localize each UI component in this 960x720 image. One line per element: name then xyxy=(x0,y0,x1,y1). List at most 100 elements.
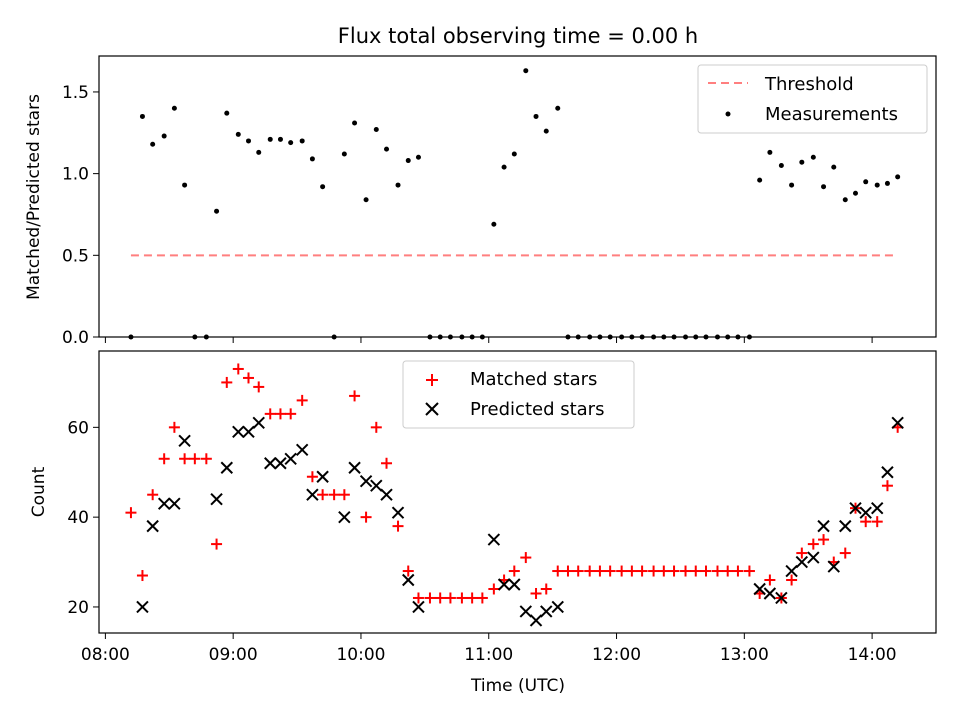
predicted-star-point xyxy=(370,479,383,492)
matched-star-point xyxy=(338,489,350,501)
predicted-star-point xyxy=(795,555,809,569)
matched-star-point xyxy=(456,592,468,604)
measurement-point xyxy=(277,136,283,142)
measurement-point xyxy=(352,120,358,126)
matched-star-point xyxy=(871,516,883,528)
matched-star-point xyxy=(221,376,233,388)
predicted-star-point xyxy=(210,492,223,506)
matched-star-point xyxy=(530,587,542,599)
predicted-star-point xyxy=(508,578,521,591)
matched-star-point xyxy=(158,453,170,465)
matched-star-point xyxy=(807,538,819,550)
ratio-plot-area xyxy=(128,68,901,340)
matched-stars-legend-label: Matched stars xyxy=(470,369,597,390)
matched-star-point xyxy=(604,565,616,577)
measurement-point xyxy=(895,174,901,180)
measurement-point xyxy=(757,177,763,183)
predicted-star-point xyxy=(487,533,501,546)
measurement-point xyxy=(799,159,805,165)
matched-star-point xyxy=(658,565,670,577)
count-x-axis-title: Time (UTC) xyxy=(470,676,565,696)
count-y-axis: 20 40 60 xyxy=(67,418,99,618)
predicted-star-point xyxy=(242,425,255,439)
matched-star-point xyxy=(552,565,564,577)
measurement-point xyxy=(491,221,497,227)
predicted-star-point xyxy=(316,470,329,483)
measurement-point xyxy=(161,133,167,139)
measurement-point xyxy=(863,179,869,185)
measurement-point xyxy=(373,127,379,133)
measurement-point xyxy=(778,162,784,168)
predicted-star-point xyxy=(785,564,798,578)
measurement-point xyxy=(341,151,347,157)
predicted-star-point xyxy=(252,416,265,430)
predicted-star-point xyxy=(359,475,373,488)
ratio-x-axis xyxy=(104,337,873,343)
matched-star-point xyxy=(434,592,446,604)
matched-star-point xyxy=(296,394,308,406)
measurement-point xyxy=(842,197,848,203)
count-plot-area xyxy=(125,363,904,627)
measurement-point xyxy=(810,154,816,160)
predicted-star-point xyxy=(157,497,171,510)
matched-star-point xyxy=(200,453,212,465)
ratio-panel: 0.0 0.5 1.0 1.5 Matched/Predicted stars Thr… xyxy=(24,55,937,348)
measurement-point xyxy=(299,138,305,144)
measurement-point xyxy=(523,68,529,74)
measurement-point xyxy=(256,149,262,155)
count-y-tick-label: 20 xyxy=(67,598,89,618)
matched-star-point xyxy=(648,565,660,577)
count-x-tick-label: 13:00 xyxy=(720,645,769,665)
measurement-point xyxy=(415,154,421,160)
matched-star-point xyxy=(179,453,191,465)
count-x-tick-label: 14:00 xyxy=(848,645,897,665)
measurement-point xyxy=(874,182,880,188)
measurement-point xyxy=(884,180,890,186)
matched-star-point xyxy=(700,565,712,577)
matched-star-point xyxy=(786,574,798,586)
predicted-star-point xyxy=(178,434,191,448)
predicted-star-point xyxy=(264,457,277,470)
matched-star-point xyxy=(508,565,520,577)
matched-star-point xyxy=(818,534,830,546)
ratio-y-axis: 0.0 0.5 1.0 1.5 xyxy=(62,83,99,348)
measurement-point xyxy=(405,158,411,164)
matched-star-point xyxy=(839,547,851,559)
matched-star-point xyxy=(488,583,500,595)
matched-star-point xyxy=(168,421,180,433)
measurement-point xyxy=(533,113,539,119)
predicted-star-point xyxy=(775,591,788,605)
matched-star-point xyxy=(572,565,584,577)
predicted-star-point xyxy=(849,501,862,515)
measurements-legend-swatch xyxy=(725,111,731,117)
matched-star-point xyxy=(860,516,872,528)
predicted-star-point xyxy=(348,461,361,474)
matched-star-point xyxy=(243,372,255,384)
count-legend: Matched stars Predicted stars xyxy=(402,360,635,429)
measurement-point xyxy=(852,190,858,196)
predicted-star-point xyxy=(529,614,543,627)
ratio-y-tick-label: 1.0 xyxy=(62,165,89,185)
predicted-star-point xyxy=(402,573,415,587)
count-legend-box xyxy=(402,360,635,429)
matched-star-point xyxy=(540,583,552,595)
matched-star-point xyxy=(402,565,414,577)
predicted-star-point xyxy=(817,519,830,533)
count-y-axis-title: Count xyxy=(29,466,49,517)
matched-star-point xyxy=(360,511,372,523)
matched-stars-legend-swatch xyxy=(426,374,438,386)
predicted-star-point xyxy=(391,506,405,519)
matched-star-point xyxy=(211,538,223,550)
ratio-plot-frame xyxy=(98,55,937,338)
matched-star-point xyxy=(881,480,893,492)
measurement-point xyxy=(543,128,549,134)
count-x-tick-label: 10:00 xyxy=(336,645,385,665)
count-x-axis: 08:00 09:00 10:00 11:00 12:00 13:00 14:00 xyxy=(81,633,897,665)
predicted-star-point xyxy=(232,425,245,439)
matched-star-point xyxy=(668,565,680,577)
matched-star-point xyxy=(616,565,628,577)
matched-star-point xyxy=(594,565,606,577)
matched-star-point xyxy=(690,565,702,577)
matched-star-point xyxy=(232,363,244,375)
